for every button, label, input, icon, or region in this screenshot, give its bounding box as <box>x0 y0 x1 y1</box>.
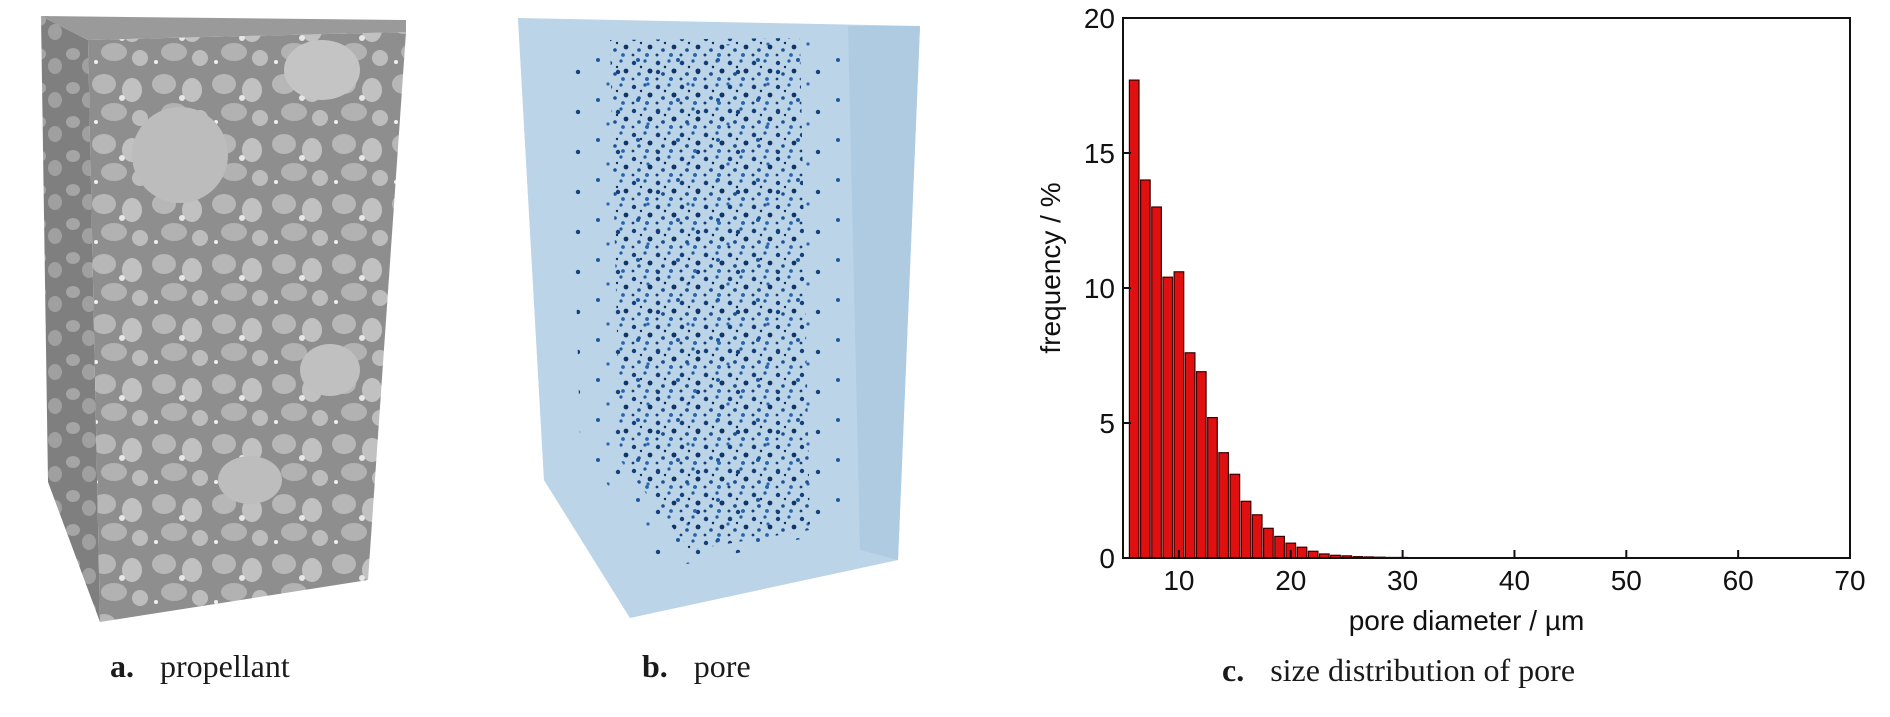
propellant-top-face <box>41 16 406 40</box>
x-tick-label: 30 <box>1387 565 1418 596</box>
histogram-bar <box>1173 271 1185 559</box>
bars-layer <box>1128 79 1576 559</box>
y-tick-label: 5 <box>1099 408 1115 439</box>
panel-c-letter: c. <box>1222 652 1245 688</box>
y-axis-label: frequency / % <box>1035 182 1066 353</box>
propellant-volume-panel <box>30 10 410 630</box>
histogram-bar <box>1296 546 1308 559</box>
pore-size-histogram-panel: 10 20 30 40 50 60 70 0 5 10 15 20 pore diameter / µ… <box>1020 0 1890 650</box>
pore-volume-image <box>518 18 920 618</box>
histogram-bar <box>1240 500 1252 559</box>
panel-a-letter: a. <box>110 648 134 684</box>
histogram-bar <box>1207 417 1218 559</box>
panel-b-caption: b. pore <box>642 648 751 685</box>
x-tick-label: 60 <box>1723 565 1754 596</box>
histogram-bar <box>1307 550 1319 559</box>
pore-volume-panel <box>510 10 930 630</box>
histogram-bar <box>1184 352 1196 559</box>
histogram-bar <box>1274 535 1285 559</box>
histogram-bar <box>1251 514 1263 559</box>
histogram-bar <box>1229 473 1241 559</box>
ticks-layer: 10 20 30 40 50 60 70 0 5 10 15 20 <box>1084 3 1866 596</box>
histogram-bar <box>1263 527 1274 559</box>
panel-a-caption: a. propellant <box>110 648 290 685</box>
panel-b-label: pore <box>693 648 751 684</box>
y-tick-label: 15 <box>1084 138 1115 169</box>
y-tick-label: 0 <box>1099 543 1115 574</box>
panel-c-caption: c. size distribution of pore <box>1222 652 1575 689</box>
histogram-bar <box>1162 276 1174 559</box>
histogram-bar <box>1151 206 1162 559</box>
histogram-bar <box>1195 371 1207 559</box>
histogram-bar <box>1128 79 1140 559</box>
x-tick-label: 20 <box>1275 565 1306 596</box>
y-tick-label: 20 <box>1084 3 1115 34</box>
histogram-bar <box>1218 452 1230 559</box>
x-axis-label: pore diameter / µm <box>1349 605 1585 636</box>
x-tick-label: 40 <box>1499 565 1530 596</box>
pore-right-face <box>848 26 920 560</box>
histogram-bar <box>1139 179 1151 559</box>
pore-size-histogram: 10 20 30 40 50 60 70 0 5 10 15 20 pore diameter / µ… <box>1035 3 1866 636</box>
propellant-left-face <box>41 16 100 622</box>
panel-c-label: size distribution of pore <box>1270 652 1576 688</box>
propellant-front-face <box>88 32 406 622</box>
y-tick-label: 10 <box>1084 273 1115 304</box>
panel-b-letter: b. <box>642 648 668 684</box>
x-tick-label: 10 <box>1163 565 1194 596</box>
propellant-volume-image <box>41 16 406 622</box>
x-tick-label: 70 <box>1834 565 1865 596</box>
x-tick-label: 50 <box>1611 565 1642 596</box>
panel-a-label: propellant <box>160 648 290 684</box>
